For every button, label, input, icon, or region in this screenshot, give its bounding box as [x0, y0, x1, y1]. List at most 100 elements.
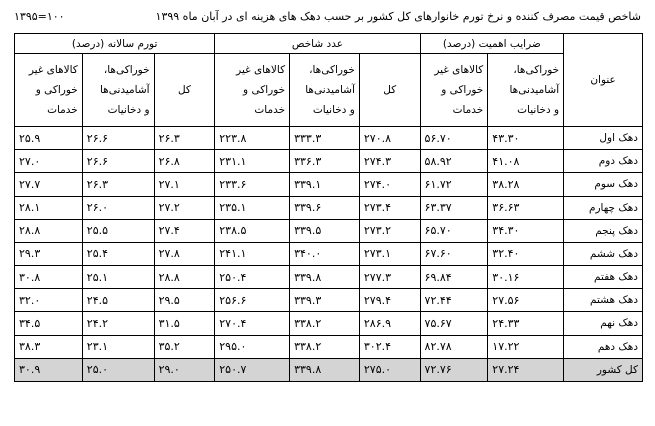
cell-i-nonfood: ۲۲۳.۸	[214, 125, 291, 151]
cell-f-nonfood: ۳۰.۸	[14, 265, 83, 290]
row-label: دهک هفتم	[563, 265, 643, 290]
cell-f-food: ۲۶.۳	[81, 172, 155, 197]
cell-f-nonfood: ۲۷.۷	[14, 172, 83, 197]
header-group-inflation: تورم سالانه (درصد)	[13, 33, 216, 54]
cell-f-food: ۲۵.۰	[81, 357, 155, 383]
cell-f-nonfood: ۳۴.۵	[14, 311, 83, 336]
cell-i-total: ۳۰۲.۴	[358, 334, 421, 359]
cell-w-food: ۳۲.۴۰	[487, 241, 565, 267]
cell-w-nonfood: ۶۳.۳۷	[419, 195, 489, 220]
header-title-cell: عنوان	[563, 33, 643, 127]
cell-w-food: ۱۷.۲۲	[487, 334, 565, 359]
cell-w-food: ۳۰.۱۶	[487, 265, 565, 290]
table-row: دهک پنجم ۳۴.۳۰ ۶۵.۷۰ ۲۷۳.۲ ۳۳۹.۵ ۲۳۸.۵ ۲۷.۴ ۲۵.…	[14, 218, 643, 243]
cell-w-food: ۴۱.۰۸	[487, 149, 565, 174]
cell-i-food: ۳۳۹.۱	[289, 172, 360, 197]
table-row: دهک هشتم ۲۷.۵۶ ۷۲.۴۴ ۲۷۹.۴ ۳۳۹.۳ ۲۵۶.۶ ۲۹.۵ ۲۴.…	[14, 288, 643, 313]
subheader-nonfood: کالاهای غیر خوراکی و خدمات	[419, 53, 489, 127]
cell-i-nonfood: ۲۳۳.۶	[214, 172, 291, 197]
cell-i-total: ۲۷۳.۲	[358, 218, 421, 243]
cell-f-nonfood: ۲۷.۰	[14, 149, 83, 174]
cell-f-total: ۲۷.۴	[153, 218, 216, 243]
cell-f-nonfood: ۲۸.۱	[14, 195, 83, 220]
cell-f-food: ۲۳.۱	[81, 334, 155, 359]
cell-i-nonfood: ۲۹۵.۰	[214, 334, 291, 359]
cell-i-total: ۲۷۳.۴	[358, 195, 421, 220]
cell-i-food: ۳۳۳.۳	[289, 125, 360, 151]
cell-f-total: ۲۷.۲	[153, 195, 216, 220]
table-row: دهک نهم ۲۴.۳۳ ۷۵.۶۷ ۲۸۶.۹ ۳۳۸.۲ ۲۷۰.۴ ۳۱.۵ ۲۴.۲…	[14, 311, 643, 336]
row-label: دهک دوم	[563, 149, 643, 174]
cell-w-food: ۲۷.۲۴	[487, 357, 565, 383]
row-label: دهک اول	[563, 125, 643, 151]
subheader-nonfood: کالاهای غیر خوراکی و خدمات	[14, 53, 83, 127]
cell-f-food: ۲۵.۱	[81, 265, 155, 290]
header-group-weights: ضرایب اهمیت (درصد)	[419, 33, 565, 54]
cell-i-food: ۳۳۹.۸	[289, 265, 360, 290]
cell-w-nonfood: ۵۶.۷۰	[419, 125, 489, 151]
subheader-nonfood: کالاهای غیر خوراکی و خدمات	[214, 53, 291, 127]
cell-f-total: ۲۹.۵	[153, 288, 216, 313]
cell-f-nonfood: ۳۰.۹	[14, 357, 83, 383]
cell-w-nonfood: ۶۵.۷۰	[419, 218, 489, 243]
table-row: دهک اول ۴۳.۳۰ ۵۶.۷۰ ۲۷۰.۸ ۳۳۳.۳ ۲۲۳.۸ ۲۶.۳ ۲۶.۶…	[14, 125, 643, 151]
cell-w-food: ۳۶.۶۳	[487, 195, 565, 220]
cell-f-food: ۲۶.۶	[81, 125, 155, 151]
cell-w-nonfood: ۷۲.۷۶	[419, 357, 489, 383]
cell-f-total: ۲۷.۸	[153, 241, 216, 267]
cell-i-food: ۳۳۹.۵	[289, 218, 360, 243]
cell-i-food: ۳۳۸.۲	[289, 334, 360, 359]
cell-f-total: ۲۶.۳	[153, 125, 216, 151]
cell-i-total: ۲۷۰.۸	[358, 125, 421, 151]
cell-i-total: ۲۷۴.۳	[358, 149, 421, 174]
cell-i-nonfood: ۲۳۸.۵	[214, 218, 291, 243]
row-label: دهک چهارم	[563, 195, 643, 220]
cell-f-food: ۲۵.۵	[81, 218, 155, 243]
cell-w-nonfood: ۵۸.۹۲	[419, 149, 489, 174]
cell-f-nonfood: ۲۸.۸	[14, 218, 83, 243]
cell-i-total: ۲۷۷.۳	[358, 265, 421, 290]
cell-i-nonfood: ۲۵۰.۴	[214, 265, 291, 290]
subheader-food: خوراکی‌ها، آشامیدنی‌ها و دخانیات	[289, 53, 360, 127]
cell-i-food: ۳۴۰.۰	[289, 241, 360, 267]
subheader-food: خوراکی‌ها، آشامیدنی‌ها و دخانیات	[487, 53, 565, 127]
cell-i-total: ۲۷۵.۰	[358, 357, 421, 383]
cell-w-food: ۳۴.۳۰	[487, 218, 565, 243]
table-body: دهک اول ۴۳.۳۰ ۵۶.۷۰ ۲۷۰.۸ ۳۳۳.۳ ۲۲۳.۸ ۲۶.۳ ۲۶.۶…	[14, 125, 643, 383]
cell-f-food: ۲۶.۶	[81, 149, 155, 174]
header-group-index: عدد شاخص	[214, 33, 421, 54]
base-year-label: ۱۳۹۵=۱۰۰	[14, 10, 65, 23]
cell-i-nonfood: ۲۴۱.۱	[214, 241, 291, 267]
cell-f-food: ۲۶.۰	[81, 195, 155, 220]
cell-i-food: ۳۳۹.۳	[289, 288, 360, 313]
table-row: دهک ششم ۳۲.۴۰ ۶۷.۶۰ ۲۷۳.۱ ۳۴۰.۰ ۲۴۱.۱ ۲۷.۸ ۲۵.۴…	[14, 241, 643, 267]
cell-i-total: ۲۸۶.۹	[358, 311, 421, 336]
cell-f-nonfood: ۲۹.۳	[14, 241, 83, 267]
row-label: دهک پنجم	[563, 218, 643, 243]
cell-w-food: ۲۴.۳۳	[487, 311, 565, 336]
row-label: دهک نهم	[563, 311, 643, 336]
cell-f-nonfood: ۲۵.۹	[14, 125, 83, 151]
cell-f-total: ۳۵.۲	[153, 334, 216, 359]
page-title: شاخص قیمت مصرف کننده و نرخ تورم خانوارها…	[155, 10, 641, 23]
cell-w-nonfood: ۸۲.۷۸	[419, 334, 489, 359]
cell-f-nonfood: ۳۸.۳	[14, 334, 83, 359]
cell-i-nonfood: ۲۳۵.۱	[214, 195, 291, 220]
cell-f-total: ۲۸.۸	[153, 265, 216, 290]
cell-f-nonfood: ۳۲.۰	[14, 288, 83, 313]
title-row: شاخص قیمت مصرف کننده و نرخ تورم خانوارها…	[14, 10, 641, 30]
cell-i-nonfood: ۲۳۱.۱	[214, 149, 291, 174]
cell-w-food: ۲۷.۵۶	[487, 288, 565, 313]
cell-f-total: ۲۹.۰	[153, 357, 216, 383]
cell-f-total: ۳۱.۵	[153, 311, 216, 336]
row-label: دهک هشتم	[563, 288, 643, 313]
cell-f-food: ۲۴.۵	[81, 288, 155, 313]
table-row: دهک هفتم ۳۰.۱۶ ۶۹.۸۴ ۲۷۷.۳ ۳۳۹.۸ ۲۵۰.۴ ۲۸.۸ ۲۵.…	[14, 265, 643, 290]
cell-w-nonfood: ۶۱.۷۲	[419, 172, 489, 197]
table-row: دهک سوم ۳۸.۲۸ ۶۱.۷۲ ۲۷۴.۰ ۳۳۹.۱ ۲۳۳.۶ ۲۷.۱ ۲۶.۳…	[14, 172, 643, 197]
cell-f-total: ۲۷.۱	[153, 172, 216, 197]
cell-i-nonfood: ۲۵۰.۷	[214, 357, 291, 383]
cell-i-total: ۲۷۳.۱	[358, 241, 421, 267]
table-total-row: کل کشور ۲۷.۲۴ ۷۲.۷۶ ۲۷۵.۰ ۳۳۹.۸ ۲۵۰.۷ ۲۹.۰ ۲۵.۰…	[14, 357, 643, 383]
cell-f-total: ۲۶.۸	[153, 149, 216, 174]
